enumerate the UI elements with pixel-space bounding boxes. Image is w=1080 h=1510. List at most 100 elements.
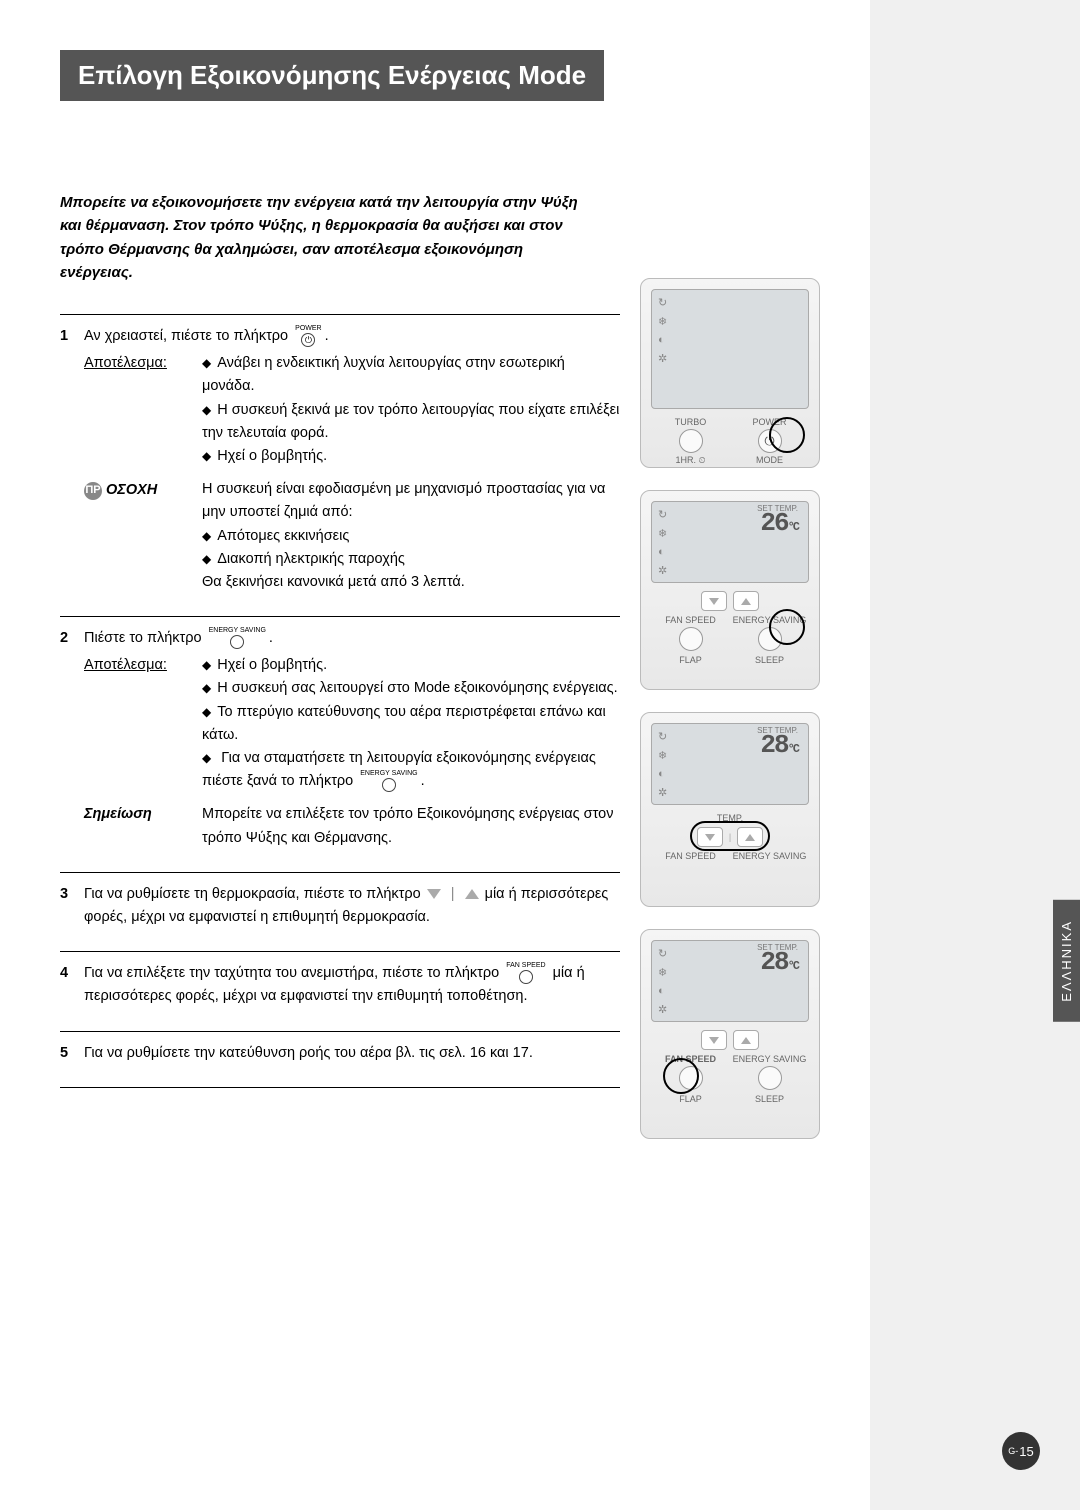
step-2-note: Μπορείτε να επιλέξετε τον τρόπο Εξοικονό… xyxy=(202,806,613,845)
mode-auto-icon-4: ↻ xyxy=(658,947,668,960)
mode-cool-icon-4: ❄ xyxy=(658,966,668,979)
mode-fan-icon-3: ✲ xyxy=(658,786,668,799)
energy-saving-button-4 xyxy=(758,1066,782,1090)
deg-4: °C xyxy=(788,959,798,973)
intro-line-2: και θέρμαναση. Στον τρόπο Ψύξης, η θερμο… xyxy=(60,217,563,234)
energy-saving-label-2: ENERGY SAVING xyxy=(733,615,807,625)
fan-speed-icon-label: FAN SPEED xyxy=(506,962,545,969)
sleep-label-2: SLEEP xyxy=(755,655,784,665)
temp-up-button-4 xyxy=(733,1030,759,1050)
step-5-number: 5 xyxy=(60,1042,84,1065)
turbo-label: TURBO xyxy=(675,417,707,427)
page-number-badge: G-15 xyxy=(1002,1432,1040,1470)
mode-cool-icon: ❄ xyxy=(658,315,667,328)
remote-figure-4: ↻ ❄ ◐ ✲ ☀ SET TEMP. 28°C FAN SPEED xyxy=(640,929,820,1139)
step-3: 3 Για να ρυθμίσετε τη θερμοκρασία, πιέστ… xyxy=(60,872,620,951)
energy-saving-icon-label: ENERGY SAVING xyxy=(209,627,266,634)
step-3-number: 3 xyxy=(60,883,84,929)
step-2-text: Πιέστε το πλήκτρο xyxy=(84,630,202,646)
energy-saving-button-icon: ENERGY SAVING xyxy=(209,627,266,649)
caution-label: ΠΡ ΟΣΟΧΗ xyxy=(84,479,157,502)
fan-speed-button-icon: FAN SPEED xyxy=(506,962,545,984)
onehr-label: 1HR. xyxy=(675,455,696,465)
fan-speed-label-3: FAN SPEED xyxy=(665,851,716,861)
deg-2: °C xyxy=(788,520,798,534)
side-strip: ΕΛΛΗΝΙΚΑ xyxy=(870,0,1080,1510)
step-2-result-4: Για να σταματήσετε τη λειτουργία εξοικον… xyxy=(202,747,620,793)
divider-icon: | xyxy=(451,883,455,906)
result-label: Αποτέλεσμα: xyxy=(84,355,167,371)
energy-saving-label-3: ENERGY SAVING xyxy=(733,851,807,861)
intro-paragraph: Μπορείτε να εξοικονομήσετε την ενέργεια … xyxy=(60,191,600,284)
fan-speed-button-2 xyxy=(679,627,703,651)
temp-up-button-2 xyxy=(733,591,759,611)
remote-figure-2: ↻ ❄ ◐ ✲ ☀ SET TEMP. 26°C FAN SPEED xyxy=(640,490,820,690)
deg-3: °C xyxy=(788,742,798,756)
language-tab: ΕΛΛΗΝΙΚΑ xyxy=(1053,900,1080,1022)
mode-cool-icon-3: ❄ xyxy=(658,749,668,762)
step-4: 4 Για να επιλέξετε την ταχύτητα του ανεμ… xyxy=(60,951,620,1030)
power-label: POWER xyxy=(752,417,786,427)
intro-line-1: Μπορείτε να εξοικονομήσετε την ενέργεια … xyxy=(60,194,578,211)
energy-saving-button-2 xyxy=(758,627,782,651)
sleep-label-4: SLEEP xyxy=(755,1094,784,1104)
mode-auto-icon-3: ↻ xyxy=(658,730,668,743)
mode-auto-icon: ↻ xyxy=(658,296,667,309)
note-label: Σημείωση xyxy=(84,806,152,822)
temp-display-4: 28 xyxy=(760,947,787,977)
power-button-icon: POWER ⏻ xyxy=(295,325,321,347)
steps-list: 1 Αν χρειαστεί, πιέστε το πλήκτρο POWER … xyxy=(60,314,620,1088)
step-1-result-3: Ηχεί ο βομβητής. xyxy=(202,445,620,468)
result-label-2: Αποτέλεσμα: xyxy=(84,657,167,673)
flap-label-4: FLAP xyxy=(679,1094,702,1104)
step-1-caution-1: Απότομες εκκινήσεις xyxy=(202,525,620,548)
energy-saving-label-4: ENERGY SAVING xyxy=(733,1054,807,1064)
mode-cool-icon-2: ❄ xyxy=(658,527,668,540)
remote-figure-1: ↻ ❄ ◐ ✲ TURBO POWER ⏻ 1HR. ⏲ MODE xyxy=(640,278,820,468)
step-4-text-a: Για να επιλέξετε την ταχύτητα του ανεμισ… xyxy=(84,965,499,981)
step-1-caution-2: Διακοπή ηλεκτρικής παροχής xyxy=(202,548,620,571)
step-1-caution-intro: Η συσκευή είναι εφοδιασμένη με μηχανισμό… xyxy=(202,481,605,520)
step-1-result-1: Ανάβει η ενδεικτική λυχνία λειτουργίας σ… xyxy=(202,352,620,398)
step-3-text-a: Για να ρυθμίσετε τη θερμοκρασία, πιέστε … xyxy=(84,886,421,902)
step-2: 2 Πιέστε το πλήκτρο ENERGY SAVING . Αποτ… xyxy=(60,616,620,872)
mode-auto-icon-2: ↻ xyxy=(658,508,668,521)
mode-fan-icon: ✲ xyxy=(658,352,667,365)
step-2-result-3: Το πτερύγιο κατεύθυνσης του αέρα περιστρ… xyxy=(202,701,620,747)
mode-dry-icon-2: ◐ xyxy=(658,546,668,558)
fan-speed-label-2: FAN SPEED xyxy=(665,615,716,625)
step-2-result-1: Ηχεί ο βομβητής. xyxy=(202,654,620,677)
temp-up-icon xyxy=(465,889,479,899)
temp-down-button-2 xyxy=(701,591,727,611)
temp-display-3: 28 xyxy=(760,730,787,760)
remote-figure-3: ↻ ❄ ◐ ✲ ☀ SET TEMP. 28°C TEMP. | FAN SPE… xyxy=(640,712,820,907)
temp-label-3: TEMP. xyxy=(717,813,743,823)
energy-saving-button-icon-2: ENERGY SAVING xyxy=(360,770,417,792)
step-2-result-2: Η συσκευή σας λειτουργεί στο Mode εξοικο… xyxy=(202,677,620,700)
temp-down-button-4 xyxy=(701,1030,727,1050)
caution-icon: ΠΡ xyxy=(84,482,102,500)
temp-display-2: 26 xyxy=(760,508,787,538)
step-2-number: 2 xyxy=(60,627,84,850)
energy-saving-icon-label-2: ENERGY SAVING xyxy=(360,770,417,777)
step-1-caution-tail: Θα ξεκινήσει κανονικά μετά από 3 λεπτά. xyxy=(202,574,465,590)
step-1-text: Αν χρειαστεί, πιέστε το πλήκτρο xyxy=(84,328,288,344)
mode-dry-icon: ◐ xyxy=(658,334,667,346)
step-5-text: Για να ρυθμίσετε την κατεύθυνση ροής του… xyxy=(84,1045,533,1061)
temp-down-button-3 xyxy=(697,827,723,847)
step-1-result-2: Η συσκευή ξεκινά με τον τρόπο λειτουργία… xyxy=(202,399,620,445)
intro-line-3: τρόπο Θέρμανσης θα χαλημώσει, σαν αποτέλ… xyxy=(60,241,523,281)
mode-label: MODE xyxy=(756,455,783,465)
flap-label-2: FLAP xyxy=(679,655,702,665)
mode-dry-icon-4: ◐ xyxy=(658,985,668,997)
remote-figures: ↻ ❄ ◐ ✲ TURBO POWER ⏻ 1HR. ⏲ MODE xyxy=(640,278,820,1139)
mode-fan-icon-4: ✲ xyxy=(658,1003,668,1016)
mode-dry-icon-3: ◐ xyxy=(658,768,668,780)
power-button: ⏻ xyxy=(758,429,782,453)
page-number-value: 15 xyxy=(1019,1444,1033,1459)
fan-speed-label-4: FAN SPEED xyxy=(665,1054,716,1064)
power-icon-label: POWER xyxy=(295,325,321,332)
page-title: Επίλογη Εξοικονόμησης Ενέργειας Mode xyxy=(60,50,604,101)
mode-fan-icon-2: ✲ xyxy=(658,564,668,577)
page-number-prefix: G- xyxy=(1008,1446,1018,1456)
